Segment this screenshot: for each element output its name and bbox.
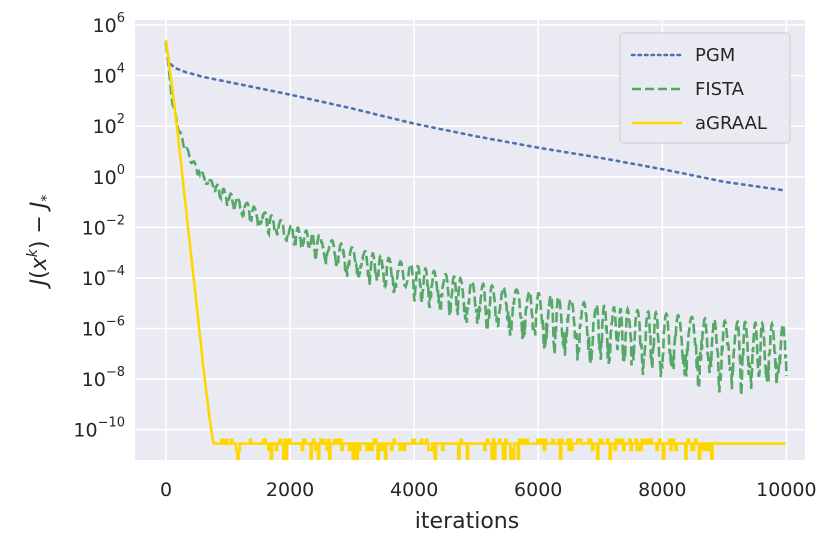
series-line-pgm bbox=[164, 41, 788, 192]
y-tick-label: 104 bbox=[93, 62, 125, 88]
y-tick-label: 10−8 bbox=[82, 365, 125, 391]
x-tick-labels: 0 2000 4000 6000 8000 10000 bbox=[160, 479, 817, 501]
x-tick-label: 4000 bbox=[390, 479, 438, 501]
legend: PGM FISTA aGRAAL bbox=[619, 32, 791, 144]
x-tick-label: 10000 bbox=[756, 479, 816, 501]
x-tick-label: 0 bbox=[160, 479, 172, 501]
legend-label-pgm: PGM bbox=[695, 45, 735, 66]
y-tick-label: 102 bbox=[93, 112, 125, 138]
y-tick-labels: 106 104 102 100 10−2 10−4 10−6 10−8 10−10 bbox=[73, 11, 125, 442]
y-tick-label: 10−2 bbox=[82, 213, 125, 239]
legend-box bbox=[619, 32, 791, 144]
grid bbox=[135, 20, 805, 460]
y-axis-label: J(xk) − J* bbox=[25, 195, 55, 290]
x-tick-label: 6000 bbox=[514, 479, 562, 501]
legend-label-fista: FISTA bbox=[695, 79, 745, 100]
legend-label-agraal: aGRAAL bbox=[695, 113, 767, 134]
x-tick-label: 8000 bbox=[638, 479, 686, 501]
x-axis-label: iterations bbox=[415, 509, 519, 534]
y-tick-label: 106 bbox=[93, 11, 125, 37]
y-tick-label: 100 bbox=[93, 163, 125, 189]
y-tick-label: 10−10 bbox=[73, 416, 125, 442]
svg-text:J(xk) − J*: J(xk) − J* bbox=[25, 195, 55, 290]
series-line-agraal bbox=[164, 40, 786, 460]
x-tick-label: 2000 bbox=[266, 479, 314, 501]
y-tick-label: 10−4 bbox=[82, 264, 125, 290]
series-layer bbox=[164, 40, 788, 460]
series-line-fista bbox=[164, 42, 788, 396]
y-tick-label: 10−6 bbox=[82, 315, 125, 341]
